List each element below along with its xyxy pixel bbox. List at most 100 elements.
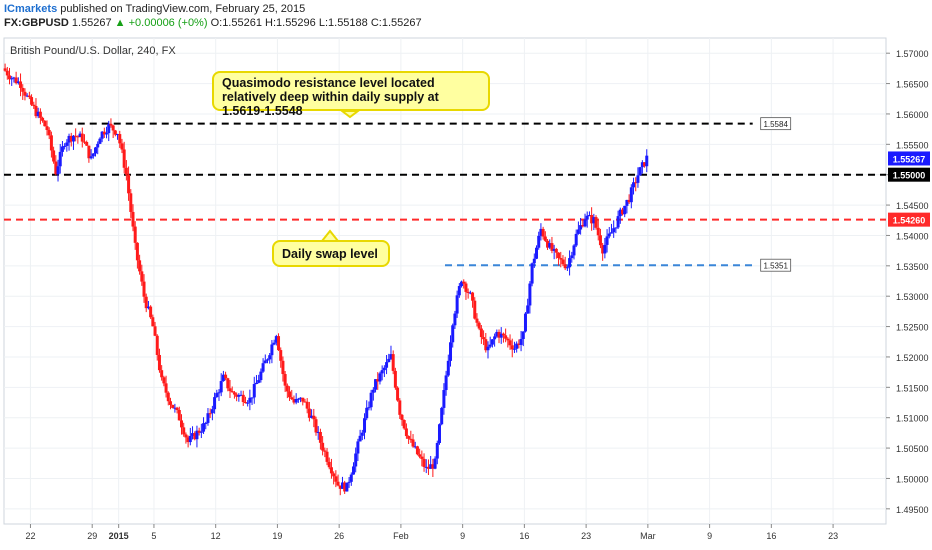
candle-body <box>618 209 622 217</box>
candle-body <box>607 233 611 237</box>
candle-body <box>168 401 172 405</box>
candle-body <box>131 211 135 227</box>
candle-body <box>41 117 45 121</box>
candle-body <box>124 167 128 175</box>
candle-body <box>283 374 287 386</box>
candle-body <box>431 464 435 469</box>
candle-body <box>252 384 256 398</box>
candle-body <box>559 258 563 260</box>
candle-body <box>45 126 49 130</box>
candle-body <box>446 360 450 376</box>
candle-body <box>301 397 305 402</box>
candle-body <box>517 343 521 345</box>
level-label-text: 1.5584 <box>763 120 788 129</box>
candle-body <box>38 111 42 118</box>
candle-body <box>387 358 391 363</box>
candle-body <box>539 228 543 236</box>
candle-body <box>343 482 347 492</box>
last-price-badge <box>888 151 930 166</box>
candle-body <box>314 419 318 433</box>
candle-body <box>497 331 501 338</box>
candle-body <box>69 135 73 142</box>
y-tick-label: 1.54500 <box>896 201 929 211</box>
candle-body <box>290 397 294 400</box>
candle-body <box>56 166 60 175</box>
candle-body <box>316 431 320 433</box>
candle-body <box>400 414 404 421</box>
candle-body <box>614 227 618 229</box>
candle-body <box>58 151 62 167</box>
candle-body <box>466 291 470 294</box>
candle-body <box>182 427 186 435</box>
candle-body <box>612 228 616 233</box>
candle-body <box>171 404 175 408</box>
candle-body <box>215 393 219 398</box>
candle-body <box>583 219 587 227</box>
candle-body <box>371 389 375 393</box>
candle-body <box>294 399 298 403</box>
candles-layer <box>3 63 649 496</box>
candle-body <box>621 209 625 215</box>
candle-body <box>199 431 203 433</box>
candle-body <box>23 91 27 96</box>
publisher-name[interactable]: ICmarkets <box>4 3 58 15</box>
candle-body <box>629 187 633 203</box>
candle-body <box>197 430 201 433</box>
candle-body <box>118 134 122 144</box>
candle-body <box>464 283 468 292</box>
candle-body <box>391 354 395 371</box>
candle-body <box>228 388 232 392</box>
candle-body <box>523 313 527 332</box>
candle-body <box>389 354 393 359</box>
candle-body <box>634 182 638 184</box>
candle-body <box>490 339 494 345</box>
candle-body <box>354 453 358 467</box>
candle-body <box>27 95 31 98</box>
candle-body <box>208 413 212 415</box>
candle-body <box>499 333 503 338</box>
candle-body <box>111 125 115 131</box>
candle-body <box>415 446 419 455</box>
candle-body <box>616 216 620 228</box>
candle-body <box>116 134 120 136</box>
x-tick-label: 29 <box>87 531 97 541</box>
candle-body <box>638 167 642 176</box>
x-tick-label: 19 <box>272 531 282 541</box>
candle-body <box>98 138 102 144</box>
candle-body <box>488 344 492 347</box>
candle-body <box>645 155 649 167</box>
x-tick-label: 5 <box>151 531 156 541</box>
candle-body <box>91 153 95 157</box>
chart-title: British Pound/U.S. Dollar, 240, FX <box>10 45 176 57</box>
candle-body <box>195 430 199 440</box>
candle-body <box>605 236 609 245</box>
candle-body <box>135 242 139 261</box>
candle-body <box>16 81 20 84</box>
candle-body <box>396 387 400 401</box>
candle-body <box>129 193 133 212</box>
candle-body <box>530 263 534 284</box>
candle-body <box>5 70 9 76</box>
x-tick-label: Mar <box>640 531 656 541</box>
last-price-label: 1.55267 <box>71 17 112 29</box>
price-chart[interactable]: 1.5584 1.5351 1.57000 1.56500 1.56000 1.5550… <box>0 32 932 550</box>
axis-level-badge-text: 1.55000 <box>893 171 926 181</box>
level-label-text: 1.5351 <box>763 262 788 271</box>
candle-body <box>404 428 408 437</box>
candle-body <box>579 225 583 230</box>
candle-body <box>473 300 477 319</box>
candle-body <box>63 145 67 147</box>
candle-body <box>30 97 34 105</box>
x-tick-label: 22 <box>25 531 35 541</box>
candle-body <box>369 392 373 408</box>
candle-body <box>43 120 47 127</box>
candle-body <box>574 233 578 246</box>
candle-body <box>166 392 170 402</box>
candle-body <box>393 370 397 388</box>
candle-body <box>537 235 541 248</box>
level-label-box <box>760 117 792 131</box>
candle-body <box>382 367 386 371</box>
candle-body <box>149 306 153 318</box>
candle-body <box>479 328 483 338</box>
candle-body <box>100 131 104 139</box>
